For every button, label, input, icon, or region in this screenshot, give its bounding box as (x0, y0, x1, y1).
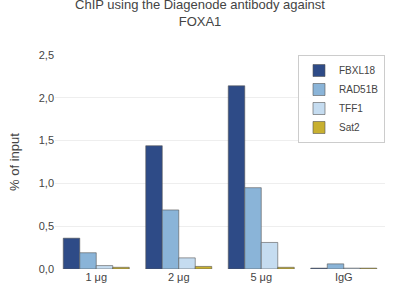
svg-text:ChIP using the Diagenode antib: ChIP using the Diagenode antibody agains… (75, 0, 325, 29)
svg-text:RAD51B: RAD51B (339, 84, 378, 95)
svg-text:0,5: 0,5 (39, 220, 54, 232)
svg-text:TFF1: TFF1 (339, 103, 363, 114)
svg-text:0,0: 0,0 (39, 263, 54, 275)
svg-text:FBXL18: FBXL18 (339, 65, 376, 76)
svg-text:2,0: 2,0 (39, 92, 54, 104)
svg-text:1,5: 1,5 (39, 134, 54, 146)
svg-text:% of input: % of input (7, 133, 22, 191)
svg-text:2,5: 2,5 (39, 49, 54, 61)
svg-text:1,0: 1,0 (39, 177, 54, 189)
svg-text:5 μg: 5 μg (250, 271, 272, 283)
svg-text:1 μg: 1 μg (85, 271, 107, 283)
svg-text:Sat2: Sat2 (339, 122, 360, 133)
svg-text:2 μg: 2 μg (168, 271, 190, 283)
svg-text:IgG: IgG (335, 271, 353, 283)
